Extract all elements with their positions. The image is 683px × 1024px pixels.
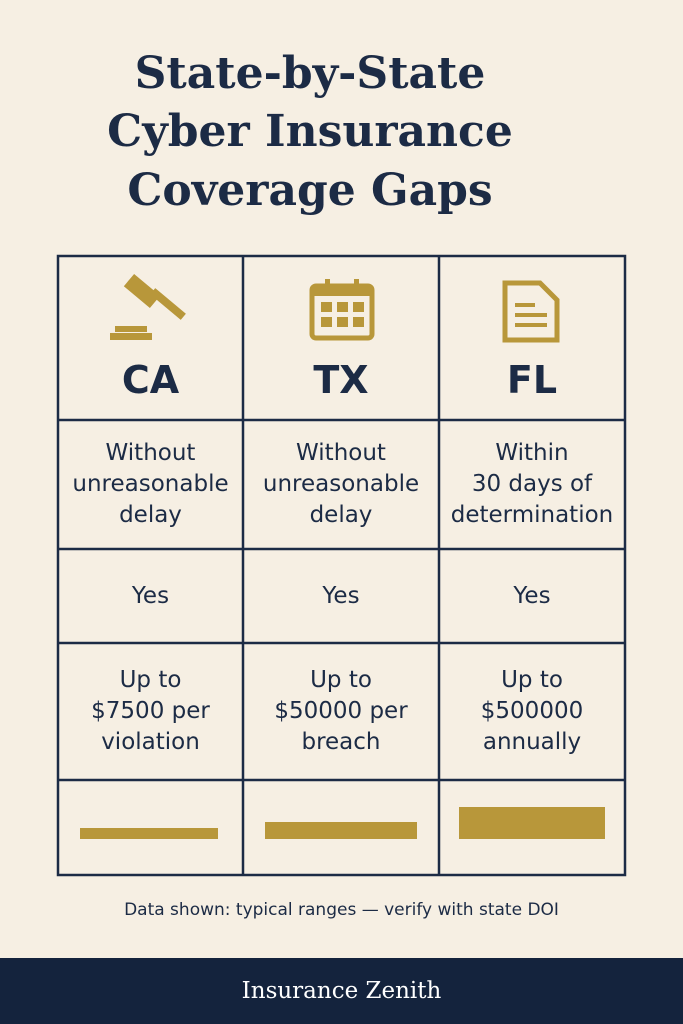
cell-line: unreasonable [262,471,420,497]
table-cell: Without unreasonable delay [58,420,243,549]
cell-line: $500000 [480,698,584,724]
cell-line: Up to [501,667,563,693]
cell-line: Yes [131,582,170,609]
state-label: TX [313,358,369,402]
cell-line: Within [495,440,569,466]
cell-line: Yes [322,582,360,609]
table-cell: Yes [439,549,625,643]
cell-line: 30 days of [471,471,593,497]
title-line: Coverage Gaps [127,165,493,216]
cell-line: unreasonable [72,471,229,497]
gavel-icon [110,273,186,340]
cell-line: violation [101,729,200,755]
cell-line: $7500 per [91,698,210,724]
table-cell: Within 30 days of determination [439,420,625,549]
cell-line: Up to [310,667,372,693]
cell-line: delay [309,502,373,528]
table-cell: Up to $50000 per breach [243,643,439,780]
cell-line: Without [296,440,386,466]
cell-line: Up to [119,667,182,693]
cell-line: Without [105,440,196,466]
calendar-icon [309,279,375,341]
state-label: FL [506,358,558,402]
footer-bar: Insurance Zenith [0,958,683,1024]
cell-line: annually [482,729,582,755]
table-cell: Without unreasonable delay [243,420,439,549]
cell-line: $50000 per [274,698,408,724]
footnote: Data shown: typical ranges — verify with… [124,900,559,920]
cell-line: delay [119,502,182,528]
title-line: State-by-State [134,48,486,99]
table-cell: Up to $7500 per violation [58,643,243,780]
state-label: CA [121,358,180,402]
table-cell: Yes [243,549,439,643]
brand: Insurance Zenith [241,978,442,1004]
cell-line: Yes [513,582,551,609]
title-line: Cyber Insurance [107,106,513,157]
table-cell: Yes [58,549,243,643]
table-cell: Up to $500000 annually [439,643,625,780]
document-icon [502,280,560,343]
cell-line: breach [301,729,381,755]
range-bars [80,807,605,839]
cell-line: determination [450,502,614,528]
